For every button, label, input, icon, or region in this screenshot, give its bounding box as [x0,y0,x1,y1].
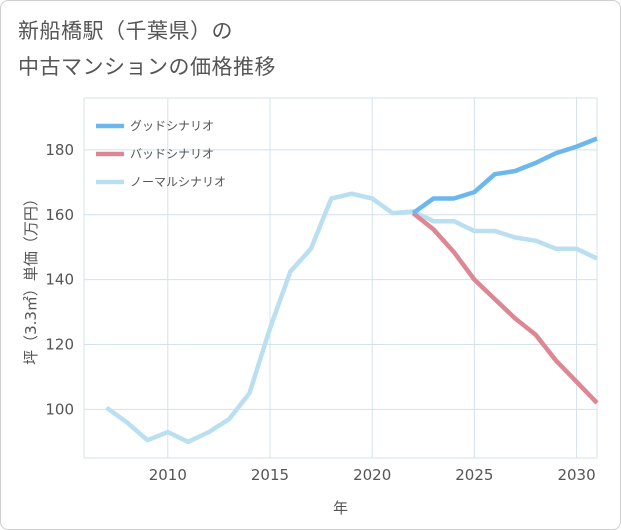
x-tick-label-2020: 2020 [353,466,391,484]
y-axis-ticks: 100 120 140 160 180 [45,141,74,418]
y-axis-title: 坪（3.3㎡）単価（万円） [22,191,40,365]
chart-title: 新船橋駅（千葉県）の 中古マンションの価格推移 [18,13,578,85]
x-tick-label-2015: 2015 [251,466,289,484]
y-tick-label-120: 120 [45,335,74,353]
legend-label-0: グッドシナリオ [130,119,214,133]
legend-label-2: ノーマルシナリオ [130,175,226,189]
x-axis-ticks: 2010 2015 2020 2025 2030 [149,466,596,484]
series-lines [105,136,599,445]
y-tick-label-140: 140 [45,271,74,289]
plot-area-border [83,97,598,459]
x-axis-title: 年 [333,499,348,517]
x-tick-label-2010: 2010 [149,466,187,484]
y-tick-label-180: 180 [45,141,74,159]
series-line-2 [105,191,598,445]
chart-title-line1: 新船橋駅（千葉県）の [18,19,233,43]
y-tick-label-160: 160 [45,206,74,224]
legend-label-1: バッドシナリオ [130,147,214,161]
x-tick-label-2025: 2025 [455,466,493,484]
series-line-0 [411,136,598,215]
x-tick-label-2030: 2030 [557,466,595,484]
series-line-1 [411,211,599,405]
chart-title-line2: 中古マンションの価格推移 [18,55,276,79]
y-tick-label-100: 100 [45,400,74,418]
